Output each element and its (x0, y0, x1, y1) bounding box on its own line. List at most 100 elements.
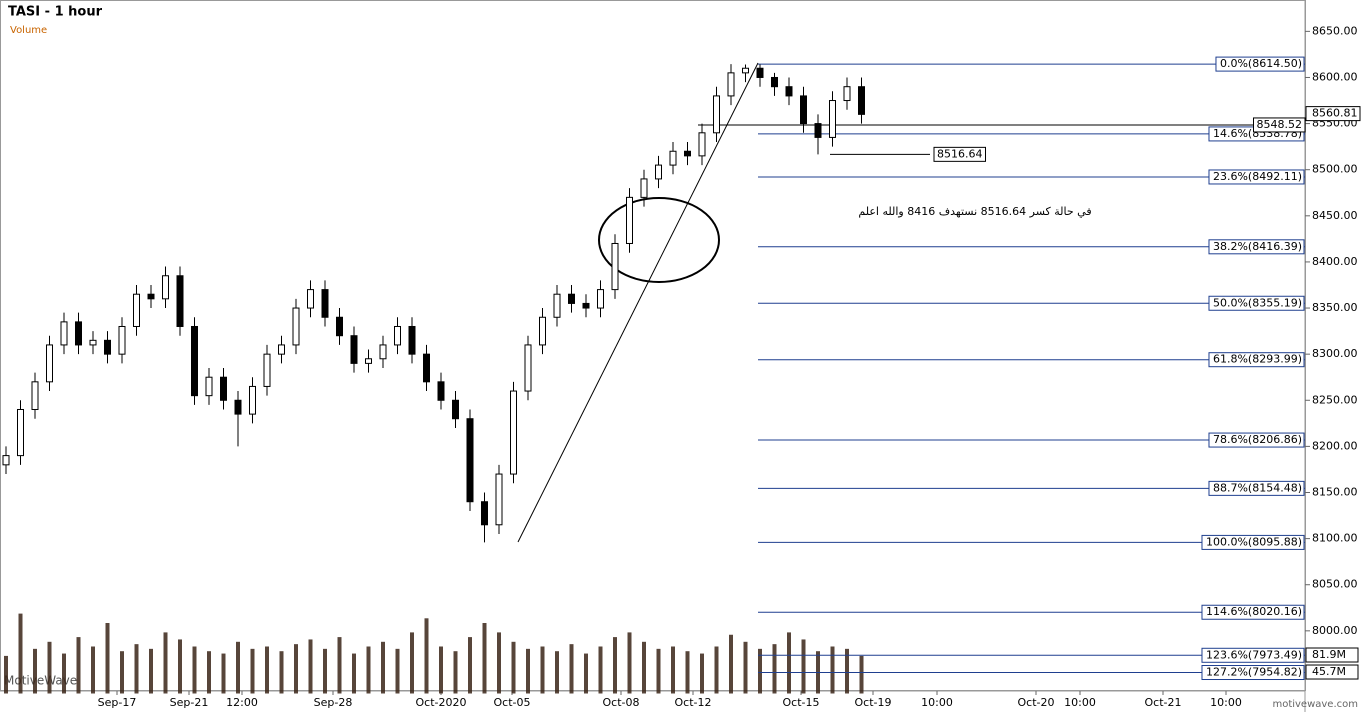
support-label: 8548.52 (1257, 118, 1303, 131)
x-tick-label: Oct-12 (675, 696, 712, 709)
volume-bar (381, 641, 385, 694)
volume-bar (845, 648, 849, 694)
candle-body (466, 418, 474, 503)
volume-bar (236, 641, 240, 694)
highlight-ellipse (598, 197, 720, 283)
volume-bar (178, 639, 182, 694)
y-tick-label: 8100.00 (1312, 532, 1358, 545)
candle-body (205, 376, 213, 397)
volume-bar (47, 641, 52, 694)
candle-body (553, 293, 561, 318)
fib-label-box (1201, 534, 1305, 550)
volume-bar (207, 651, 211, 694)
volume-bar (830, 646, 835, 694)
volume-bar (149, 648, 153, 694)
candle-body (713, 95, 720, 134)
x-tick-label: Oct-2020 (416, 696, 467, 709)
x-tick-label: Sep-28 (314, 696, 353, 709)
fib-label: 78.6%(8206.86) (1213, 433, 1302, 446)
volume-bar (4, 655, 8, 694)
volume-bar (33, 648, 37, 694)
candle-body (321, 289, 329, 318)
candle-body (640, 178, 648, 198)
fib-label: 88.7%(8154.48) (1213, 481, 1302, 494)
candle-body (220, 376, 227, 401)
candle-body (176, 275, 184, 327)
candle-body (365, 358, 372, 364)
volume-bar (308, 639, 313, 694)
volume-bar (555, 651, 559, 694)
volume-bar (192, 646, 197, 694)
volume-bar (439, 646, 443, 694)
candle-body (800, 95, 807, 125)
candle-body (307, 289, 314, 309)
y-tick-label: 8300.00 (1312, 347, 1358, 360)
candle-body (481, 501, 488, 526)
volume-bar (787, 632, 791, 694)
volume-bar (424, 618, 429, 694)
candle-body (814, 123, 822, 138)
volume-bar (758, 648, 762, 694)
volume-bar (772, 644, 777, 694)
volume-bar (714, 646, 719, 694)
volume-bar (482, 623, 487, 694)
volume-bar (120, 651, 124, 694)
candle-body (350, 335, 358, 364)
candle-body (191, 325, 198, 397)
x-tick-label: 10:00 (1064, 696, 1096, 709)
volume-bar (337, 637, 342, 694)
volume-bar (642, 641, 646, 694)
fib-label-box (1208, 239, 1305, 255)
candle-body (568, 293, 575, 304)
volume-bar (279, 651, 284, 694)
candle-body (292, 307, 300, 346)
support-label-box (933, 146, 986, 162)
volume-bar (410, 632, 414, 694)
fib-label-box (1208, 169, 1305, 185)
fib-label: 127.2%(7954.82) (1206, 666, 1302, 679)
annotation: في حالة كسر 8516.64 نستهدف 8416 والله اع… (858, 205, 1091, 218)
y-tick-label: 8650.00 (1312, 24, 1358, 37)
x-tick-label: Oct-19 (855, 696, 892, 709)
candle-body (89, 339, 97, 346)
volume-bar (221, 653, 226, 694)
x-tick-label: Sep-21 (170, 696, 209, 709)
candle-body (249, 385, 256, 415)
volume-bar (613, 637, 617, 694)
candle-body (408, 325, 416, 355)
y-tick-label: 8400.00 (1312, 255, 1358, 268)
volume-bar (540, 646, 545, 694)
y-tick-label: 8350.00 (1312, 301, 1358, 314)
volume-bar (294, 644, 298, 694)
candle-body (858, 86, 865, 115)
volume-label: 81.9M (1312, 648, 1346, 661)
candle-body (60, 321, 68, 346)
volume-bar (250, 648, 255, 694)
volume-bar (265, 646, 269, 694)
support-label-box (1253, 117, 1306, 133)
volume-bar (743, 641, 748, 694)
y-tick-label: 8500.00 (1312, 163, 1358, 176)
volume-bar (526, 648, 530, 694)
volume-label-box (1305, 664, 1359, 680)
volume-label: 45.7M (1312, 665, 1346, 678)
candle-body (452, 399, 459, 420)
x-tick-label: Oct-08 (603, 696, 640, 709)
fib-label: 38.2%(8416.39) (1213, 240, 1302, 253)
candle-body (263, 353, 271, 387)
x-tick-label: Oct-20 (1018, 696, 1055, 709)
candle-body (669, 150, 677, 166)
x-tick-label: Oct-15 (783, 696, 820, 709)
y-tick-label: 8000.00 (1312, 624, 1358, 637)
volume-bar (700, 653, 704, 694)
candle-body (829, 100, 836, 138)
support-label: 8516.64 (937, 147, 983, 160)
fib-label-box (1201, 604, 1305, 620)
volume-bar (656, 648, 661, 694)
last-price-label: 8560.81 (1312, 107, 1358, 120)
candle-body (611, 242, 619, 291)
candle-body (379, 344, 387, 360)
candle-body (147, 293, 155, 300)
candle-body (756, 67, 764, 78)
